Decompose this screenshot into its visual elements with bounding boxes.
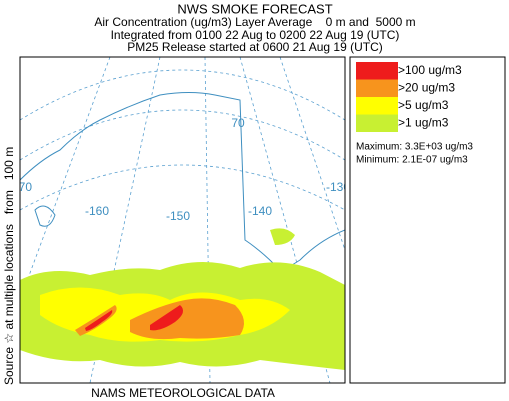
legend-label: >1 ug/m3 bbox=[398, 115, 449, 129]
legend-maximum: Maximum: 3.3E+03 ug/m3 bbox=[356, 142, 473, 153]
legend-swatch bbox=[356, 79, 398, 97]
legend-label: >20 ug/m3 bbox=[398, 80, 455, 94]
subtitle: Air Concentration (ug/m3) Layer Average … bbox=[94, 15, 415, 29]
legend-swatch bbox=[356, 62, 398, 80]
graticule-label: -160 bbox=[85, 204, 109, 218]
legend-label: >100 ug/m3 bbox=[398, 63, 462, 77]
legend-swatch bbox=[356, 97, 398, 115]
legend-swatch bbox=[356, 114, 398, 132]
subtitle: PM25 Release started at 0600 21 Aug 19 (… bbox=[127, 40, 382, 54]
legend-label: >5 ug/m3 bbox=[398, 98, 449, 112]
side-label: Source ☆ at multiple locations from 100 … bbox=[2, 147, 16, 385]
footer: NAMS METEOROLOGICAL DATA bbox=[91, 386, 275, 400]
graticule-label: 70 bbox=[231, 116, 245, 130]
legend-frame bbox=[349, 56, 506, 384]
title: NWS SMOKE FORECAST bbox=[177, 1, 332, 16]
graticule-label: -130 bbox=[326, 180, 350, 194]
graticule-label: -170 bbox=[8, 180, 32, 194]
subtitle: Integrated from 0100 22 Aug to 0200 22 A… bbox=[111, 28, 400, 42]
legend: Maximum: 3.3E+03 ug/m3 Minimum: 2.1E-07 … bbox=[349, 56, 506, 384]
smoke-plume bbox=[20, 228, 345, 370]
map: -170 -160 -150 -140 -130 70 bbox=[8, 56, 350, 384]
legend-minimum: Minimum: 2.1E-07 ug/m3 bbox=[356, 155, 468, 166]
graticule-label: -150 bbox=[166, 209, 190, 223]
map-frame bbox=[19, 56, 346, 384]
graticule-label: -140 bbox=[248, 204, 272, 218]
